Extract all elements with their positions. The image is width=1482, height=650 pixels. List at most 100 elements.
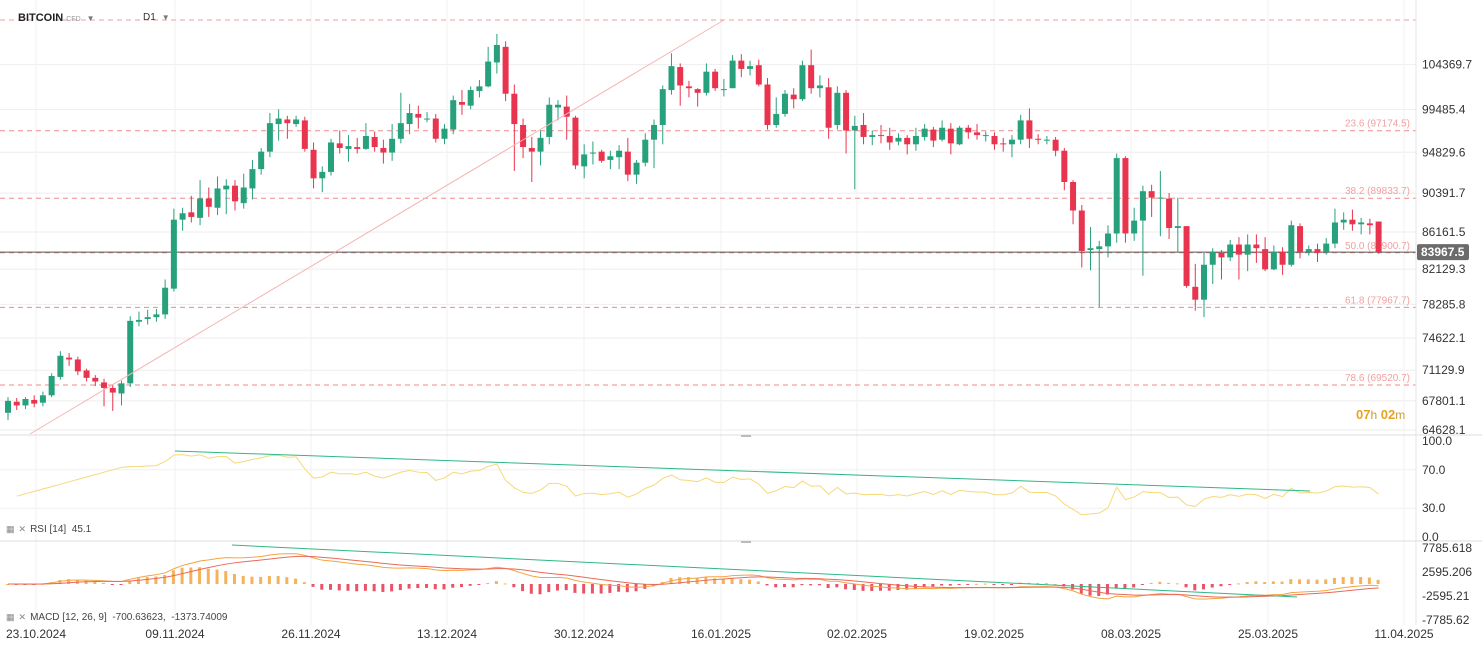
candle-body — [947, 128, 954, 144]
candle-body — [354, 147, 361, 149]
candle-body — [458, 101, 465, 105]
macd-histogram-bar — [1219, 584, 1223, 587]
date-tick-label: 08.03.2025 — [1101, 627, 1161, 641]
rsi-trendline — [174, 450, 1311, 492]
candle-body — [432, 118, 439, 139]
macd-histogram-bar — [67, 579, 71, 584]
candle-body — [1192, 286, 1199, 300]
macd-histogram-bar — [992, 584, 996, 585]
candle-body — [878, 135, 884, 137]
candle-body — [1148, 191, 1155, 198]
candle-body — [214, 188, 221, 208]
candle-body — [685, 86, 692, 89]
candle-body — [677, 67, 684, 86]
close-icon[interactable]: ✕ — [18, 612, 27, 622]
indicator-settings-icon[interactable]: ▦ — [6, 524, 15, 534]
candle-body — [834, 92, 841, 125]
macd-histogram-bar — [966, 584, 970, 585]
candle-body — [1113, 158, 1120, 234]
candle-body — [1096, 246, 1103, 250]
candle-body — [912, 136, 919, 145]
timeframe-selector[interactable]: D1 ▼ — [143, 12, 170, 23]
date-tick-label: 19.02.2025 — [964, 627, 1024, 641]
candle-body — [956, 127, 963, 145]
pane-resize-handle[interactable] — [741, 435, 751, 437]
candle-body — [1157, 197, 1164, 199]
macd-histogram-bar — [198, 567, 202, 584]
candle-body — [1104, 233, 1111, 247]
candle-body — [616, 150, 623, 158]
candle-body — [118, 383, 125, 394]
candle-body — [589, 152, 596, 154]
indicator-settings-icon[interactable]: ▦ — [6, 612, 15, 622]
candle-body — [843, 92, 850, 131]
candle-body — [188, 212, 195, 217]
candle-body — [1297, 226, 1304, 252]
candle-body — [712, 71, 719, 89]
candle-body — [74, 359, 81, 372]
candle-body — [57, 355, 64, 377]
candle-body — [773, 113, 780, 125]
candle-body — [511, 93, 518, 125]
price-tick-label: 71129.9 — [1422, 363, 1465, 377]
macd-histogram-bar — [564, 584, 568, 591]
symbol-selector[interactable]: BITCOIN CFD ▼ — [18, 12, 95, 24]
macd-tick-label: 2595.206 — [1422, 565, 1472, 579]
candle-body — [1131, 220, 1138, 234]
macd-histogram-bar — [311, 584, 315, 587]
macd-histogram-bar — [1175, 583, 1179, 585]
candle-body — [1270, 251, 1277, 270]
rsi-tick-label: 100.0 — [1422, 434, 1452, 448]
macd-histogram-bar — [1245, 582, 1249, 584]
close-icon[interactable]: ✕ — [18, 524, 27, 534]
macd-histogram-bar — [1193, 584, 1197, 591]
chevron-down-icon: ▼ — [86, 14, 95, 23]
macd-histogram-bar — [128, 580, 132, 584]
macd-histogram-bar — [809, 584, 813, 586]
timeframe-label: D1 — [143, 12, 156, 23]
macd-histogram-bar — [555, 584, 559, 591]
macd-legend: ▦ ✕ MACD [12, 26, 9] -700.63623, -1373.740… — [6, 612, 228, 623]
macd-histogram-bar — [1359, 577, 1363, 584]
macd-histogram-bar — [1324, 579, 1328, 584]
macd-histogram-bar — [573, 584, 577, 593]
candle-body — [790, 94, 797, 100]
candle-body — [598, 151, 605, 161]
candle-body — [301, 120, 308, 149]
macd-histogram-bar — [468, 584, 472, 586]
date-tick-label: 09.11.2024 — [145, 627, 204, 641]
macd-histogram-bar — [800, 584, 804, 586]
candle-body — [1070, 181, 1077, 211]
candle-body — [1000, 143, 1007, 145]
macd-histogram-bar — [1202, 584, 1206, 590]
price-tick-label: 99485.4 — [1422, 102, 1466, 116]
macd-histogram-bar — [782, 584, 786, 588]
macd-histogram-bar — [1306, 579, 1310, 584]
candle-body — [546, 104, 553, 137]
macd-histogram-bar — [407, 584, 411, 589]
macd-histogram-bar — [267, 576, 271, 584]
candle-body — [5, 400, 11, 413]
macd-histogram-bar — [84, 580, 88, 584]
rsi-line — [16, 454, 1379, 516]
candle-body — [397, 123, 404, 139]
candle-body — [284, 119, 291, 124]
macd-histogram-bar — [6, 584, 9, 585]
price-tick-label: 64628.1 — [1422, 423, 1466, 437]
candle-body — [982, 135, 989, 137]
macd-histogram-bar — [975, 583, 979, 585]
candle-body — [1122, 158, 1129, 234]
signal-line — [7, 555, 1379, 598]
pane-resize-handle[interactable] — [741, 541, 751, 543]
candle-body — [450, 100, 457, 130]
candle-body — [895, 137, 902, 142]
rsi-legend: ▦ ✕ RSI [14] 45.1 — [6, 524, 92, 535]
price-axis: 104369.7 99485.4 94829.6 90391.7 86161.5 8212… — [1415, 0, 1472, 627]
candle-body — [939, 127, 946, 140]
macd-histogram-bar — [826, 584, 830, 589]
macd-histogram-bar — [1140, 584, 1144, 585]
rsi-tick-label: 70.0 — [1422, 463, 1446, 477]
macd-histogram-bar — [372, 584, 376, 592]
macd-histogram-bar — [896, 584, 900, 590]
